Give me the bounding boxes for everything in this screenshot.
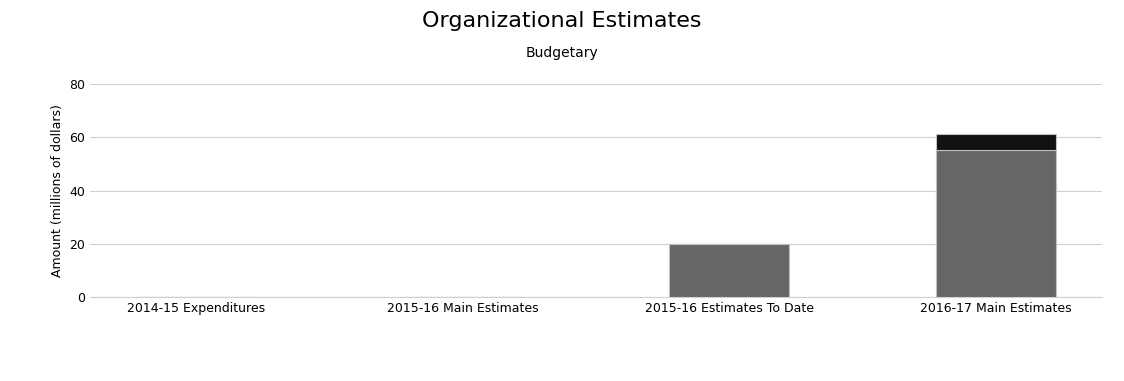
Text: Organizational Estimates: Organizational Estimates [423,11,701,31]
Bar [935,150,1055,297]
Bar [669,244,789,297]
Y-axis label: Amount (millions of dollars): Amount (millions of dollars) [51,104,63,277]
Text: Budgetary: Budgetary [526,46,598,60]
Bar [935,134,1055,150]
